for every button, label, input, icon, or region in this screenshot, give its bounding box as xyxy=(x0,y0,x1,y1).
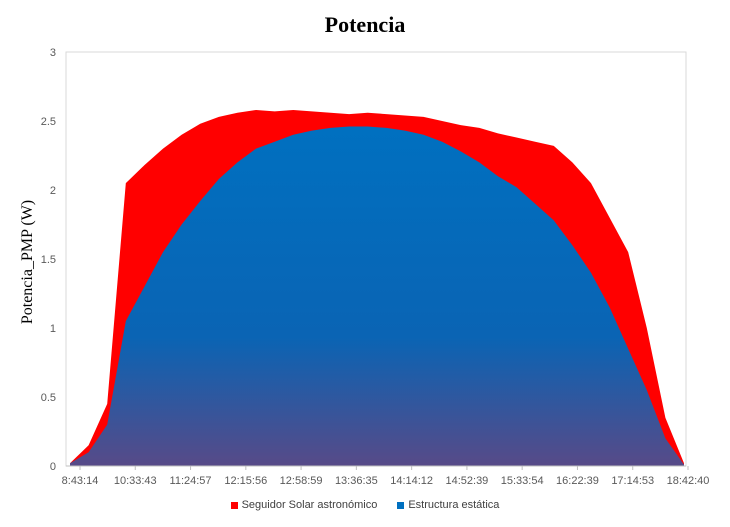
x-tick-label: 17:14:53 xyxy=(611,475,654,487)
y-tick-label: 2.5 xyxy=(41,116,56,128)
legend-label: Seguidor Solar astronómico xyxy=(241,499,378,511)
x-tick-label: 10:33:43 xyxy=(114,475,157,487)
y-tick-label: 0.5 xyxy=(41,392,56,404)
x-tick-label: 16:22:39 xyxy=(556,475,599,487)
legend: Seguidor Solar astronómico Estructura es… xyxy=(0,499,730,511)
y-tick-label: 1.5 xyxy=(41,254,56,266)
legend-swatch-red xyxy=(230,501,238,509)
series-area-estatica xyxy=(70,126,684,467)
y-tick-label: 3 xyxy=(50,47,56,59)
chart-title: Potencia xyxy=(324,12,406,37)
y-tick-label: 1 xyxy=(50,323,56,335)
x-tick-label: 11:24:57 xyxy=(170,475,212,487)
y-tick-label: 2 xyxy=(50,185,56,197)
y-tick-label: 0 xyxy=(50,461,56,473)
axes: 0 0.5 1 1.5 2 2.5 3 8:43:14 10:33:43 11:24:57 12:1… xyxy=(41,47,710,487)
x-tick-label: 15:33:54 xyxy=(501,475,544,487)
x-tick-label: 14:52:39 xyxy=(445,475,488,487)
legend-label: Estructura estática xyxy=(408,499,500,511)
x-tick-label: 18:42:40 xyxy=(667,475,710,487)
legend-item-seguidor: Seguidor Solar astronómico xyxy=(230,499,378,511)
x-tick-label: 12:58:59 xyxy=(280,475,323,487)
x-tick-label: 12:15:56 xyxy=(224,475,267,487)
x-tick-label: 14:14:12 xyxy=(390,475,433,487)
legend-swatch-blue xyxy=(397,501,405,509)
x-tick-label: 8:43:14 xyxy=(62,475,99,487)
legend-item-estatica: Estructura estática xyxy=(397,499,499,511)
x-tick-label: 13:36:35 xyxy=(335,475,378,487)
series-areas xyxy=(70,109,684,467)
